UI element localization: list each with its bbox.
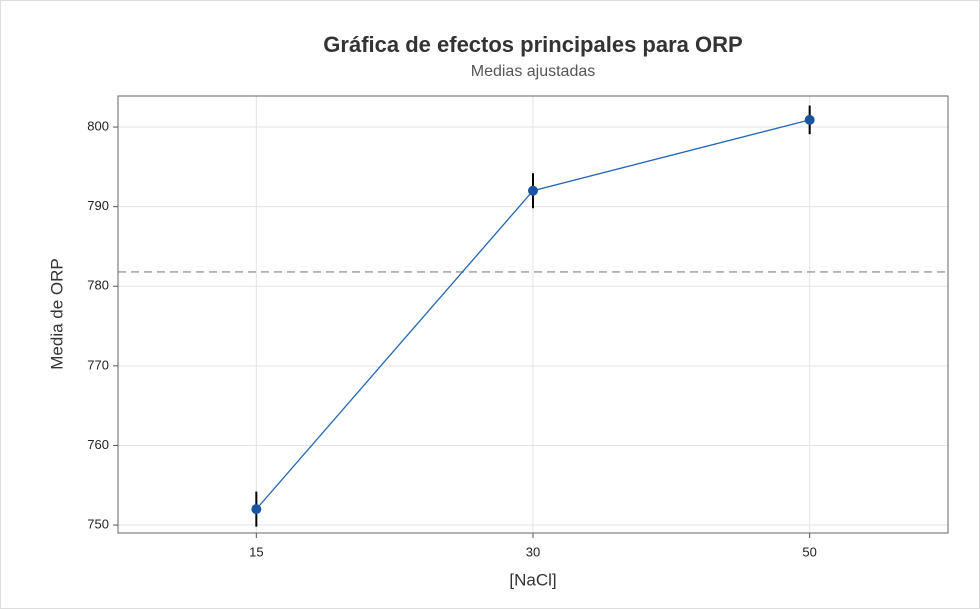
y-tick-label: 760 [87,437,109,452]
y-axis-label: Media de ORP [47,258,66,370]
chart-subtitle: Medias ajustadas [471,63,596,80]
x-axis-label: [NaCl] [509,570,556,589]
y-tick-label: 780 [87,278,109,293]
x-tick-label: 50 [802,544,816,559]
x-tick-label: 15 [249,544,263,559]
x-tick-label: 30 [526,544,540,559]
y-tick-label: 750 [87,516,109,531]
point [251,504,262,515]
plot-border [117,95,949,534]
y-tick-label: 800 [87,118,109,133]
chart-title: Gráfica de efectos principales para ORP [323,32,742,57]
point [804,114,815,125]
point [528,185,538,196]
y-tick-label: 790 [87,198,109,213]
y-tick-label: 770 [87,357,109,372]
